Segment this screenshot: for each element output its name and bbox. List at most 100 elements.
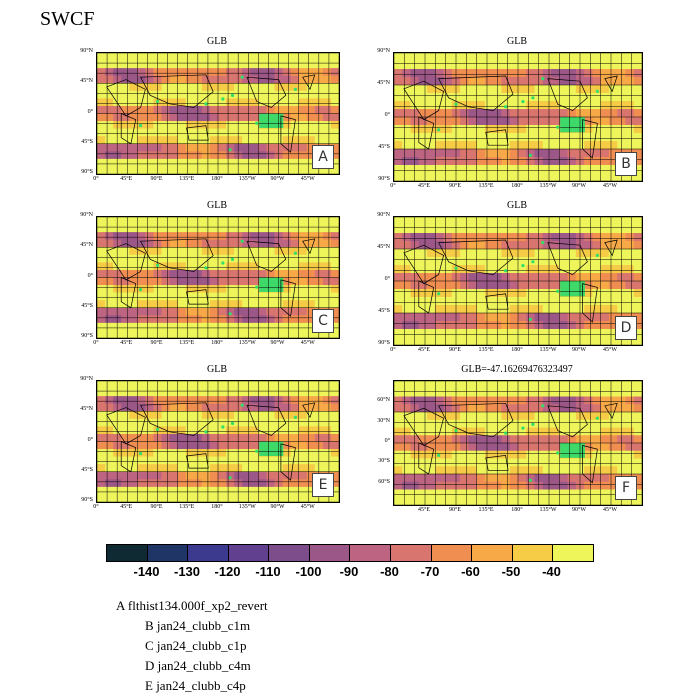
swcf-cell: [201, 322, 211, 332]
swcf-cell: [330, 479, 339, 488]
swcf-cell: [298, 247, 308, 256]
swcf-cell: [129, 158, 138, 168]
swcf-cell: [633, 85, 642, 94]
significance-dot: [138, 288, 143, 292]
swcf-cell: [600, 273, 610, 282]
swcf-cell: [193, 262, 203, 271]
swcf-cell: [443, 233, 453, 242]
swcf-cell: [226, 151, 235, 160]
swcf-cell: [298, 217, 308, 226]
swcf-cell: [567, 69, 577, 78]
swcf-cell: [314, 330, 324, 338]
swcf-cell: [121, 471, 130, 480]
swcf-cell: [201, 75, 211, 84]
swcf-cell: [435, 165, 445, 174]
swcf-cell: [290, 494, 300, 502]
swcf-cell: [161, 285, 171, 294]
swcf-cell: [290, 300, 300, 309]
swcf-cell: [306, 486, 316, 496]
green-region-patch: [560, 443, 585, 458]
swcf-cell: [298, 254, 308, 263]
swcf-cell: [306, 426, 316, 435]
swcf-cell: [330, 83, 339, 92]
swcf-cell: [617, 396, 627, 405]
swcf-cell: [169, 269, 179, 279]
swcf-cell: [575, 481, 585, 491]
swcf-cell: [476, 141, 486, 150]
swcf-cell: [129, 75, 138, 84]
swcf-cell: [105, 403, 114, 412]
swcf-cell: [306, 113, 316, 122]
swcf-cell: [394, 125, 403, 134]
swcf-cell: [493, 289, 503, 298]
swcf-cell: [551, 265, 560, 274]
swcf-cell: [258, 98, 267, 107]
swcf-cell: [617, 101, 627, 110]
swcf-cell: [625, 133, 635, 142]
swcf-cell: [617, 458, 627, 467]
swcf-cell: [451, 388, 461, 398]
swcf-cell: [145, 262, 155, 271]
swcf-cell: [501, 149, 511, 158]
swcf-cell: [105, 494, 114, 502]
swcf-cell: [145, 239, 155, 248]
swcf-cell: [250, 464, 259, 473]
swcf-cell: [282, 307, 292, 316]
swcf-cell: [509, 217, 519, 226]
lat-tick-label: 0°: [384, 276, 390, 282]
swcf-cell: [443, 396, 453, 405]
swcf-cell: [451, 419, 461, 429]
swcf-cell: [161, 456, 171, 465]
swcf-cell: [608, 157, 618, 166]
swcf-cell: [551, 313, 560, 322]
swcf-cell: [145, 60, 155, 69]
swcf-cell: [330, 232, 339, 241]
colorbar-tick-label: -70: [420, 564, 440, 579]
swcf-cell: [250, 136, 259, 145]
swcf-cell: [625, 497, 635, 505]
lon-tick-label: 90°W: [270, 340, 285, 346]
swcf-cell: [250, 449, 259, 458]
swcf-cell: [394, 241, 403, 250]
swcf-cell: [584, 404, 593, 413]
swcf-cell: [493, 61, 503, 70]
swcf-cell: [314, 433, 324, 443]
swcf-cell: [460, 173, 469, 181]
swcf-cell: [394, 109, 403, 118]
swcf-cell: [501, 404, 511, 413]
swcf-cell: [258, 60, 267, 69]
swcf-cell: [394, 281, 403, 290]
swcf-cell: [137, 277, 146, 286]
lat-tick-label: 90°N: [377, 48, 390, 54]
swcf-cell: [193, 75, 203, 84]
swcf-cell: [427, 233, 436, 242]
swcf-cell: [242, 166, 251, 174]
swcf-cell: [185, 456, 195, 465]
swcf-cell: [177, 53, 187, 62]
swcf-cell: [443, 157, 453, 166]
swcf-cell: [460, 396, 469, 405]
swcf-cell: [242, 330, 251, 338]
swcf-cell: [476, 265, 486, 274]
swcf-cell: [105, 68, 114, 77]
swcf-cell: [542, 101, 552, 110]
swcf-cell: [418, 396, 428, 405]
swcf-cell: [209, 464, 219, 473]
swcf-cell: [97, 388, 106, 397]
swcf-cell: [633, 305, 642, 314]
swcf-cell: [330, 381, 339, 390]
swcf-cell: [526, 489, 536, 498]
swcf-cell: [435, 149, 445, 158]
swcf-cell: [633, 381, 642, 390]
lon-tick-label: 180°: [211, 504, 223, 510]
swcf-cell: [410, 117, 420, 126]
swcf-cell: [418, 289, 428, 298]
swcf-cell: [402, 53, 412, 62]
swcf-cell: [443, 489, 453, 498]
swcf-cell: [218, 464, 227, 473]
swcf-cell: [551, 289, 560, 298]
swcf-cell: [113, 224, 122, 233]
swcf-cell: [242, 322, 251, 332]
swcf-cell: [129, 388, 138, 397]
swcf-cell: [394, 412, 403, 421]
